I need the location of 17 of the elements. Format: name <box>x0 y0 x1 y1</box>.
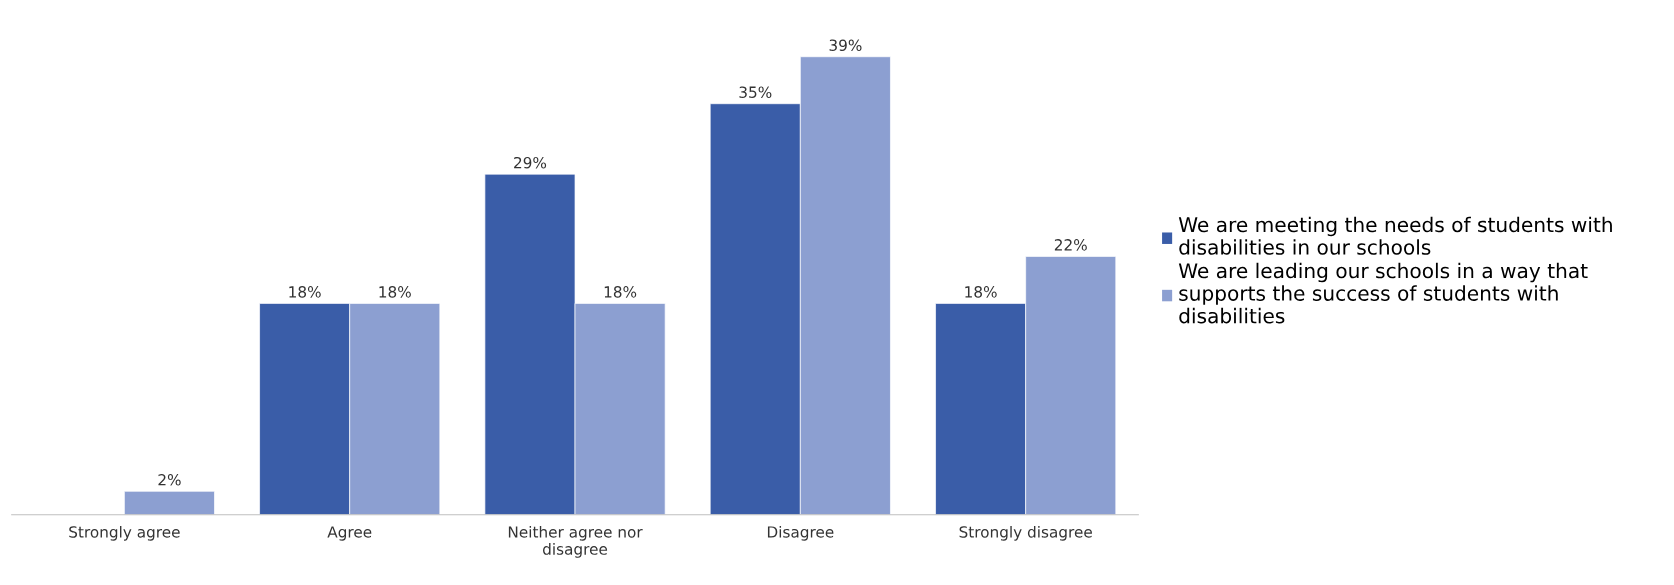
data-label: 18% <box>379 286 411 298</box>
data-label: 2% <box>158 474 181 486</box>
data-label: 18% <box>965 286 997 298</box>
data-label: 35% <box>739 86 772 98</box>
data-label: 18% <box>289 286 321 298</box>
x-tick-label: Disagree <box>767 525 834 541</box>
x-tick-label: Strongly agree <box>69 525 180 541</box>
x-tick-label: Agree <box>327 526 372 541</box>
bar <box>124 490 215 515</box>
x-tick-label: Strongly disagree <box>959 525 1092 541</box>
legend-label: We are meeting the needs of students with disabilities in our schools <box>1178 216 1612 255</box>
data-label: 22% <box>1054 239 1087 251</box>
data-label: 29% <box>514 156 547 169</box>
data-label: 18% <box>604 286 637 298</box>
x-tick-label: Neither agree nor disagree <box>508 525 643 558</box>
data-label: 39% <box>829 39 862 51</box>
legend-label: We are leading our schools in a way that supports the success of students with disabilities <box>1178 262 1588 324</box>
